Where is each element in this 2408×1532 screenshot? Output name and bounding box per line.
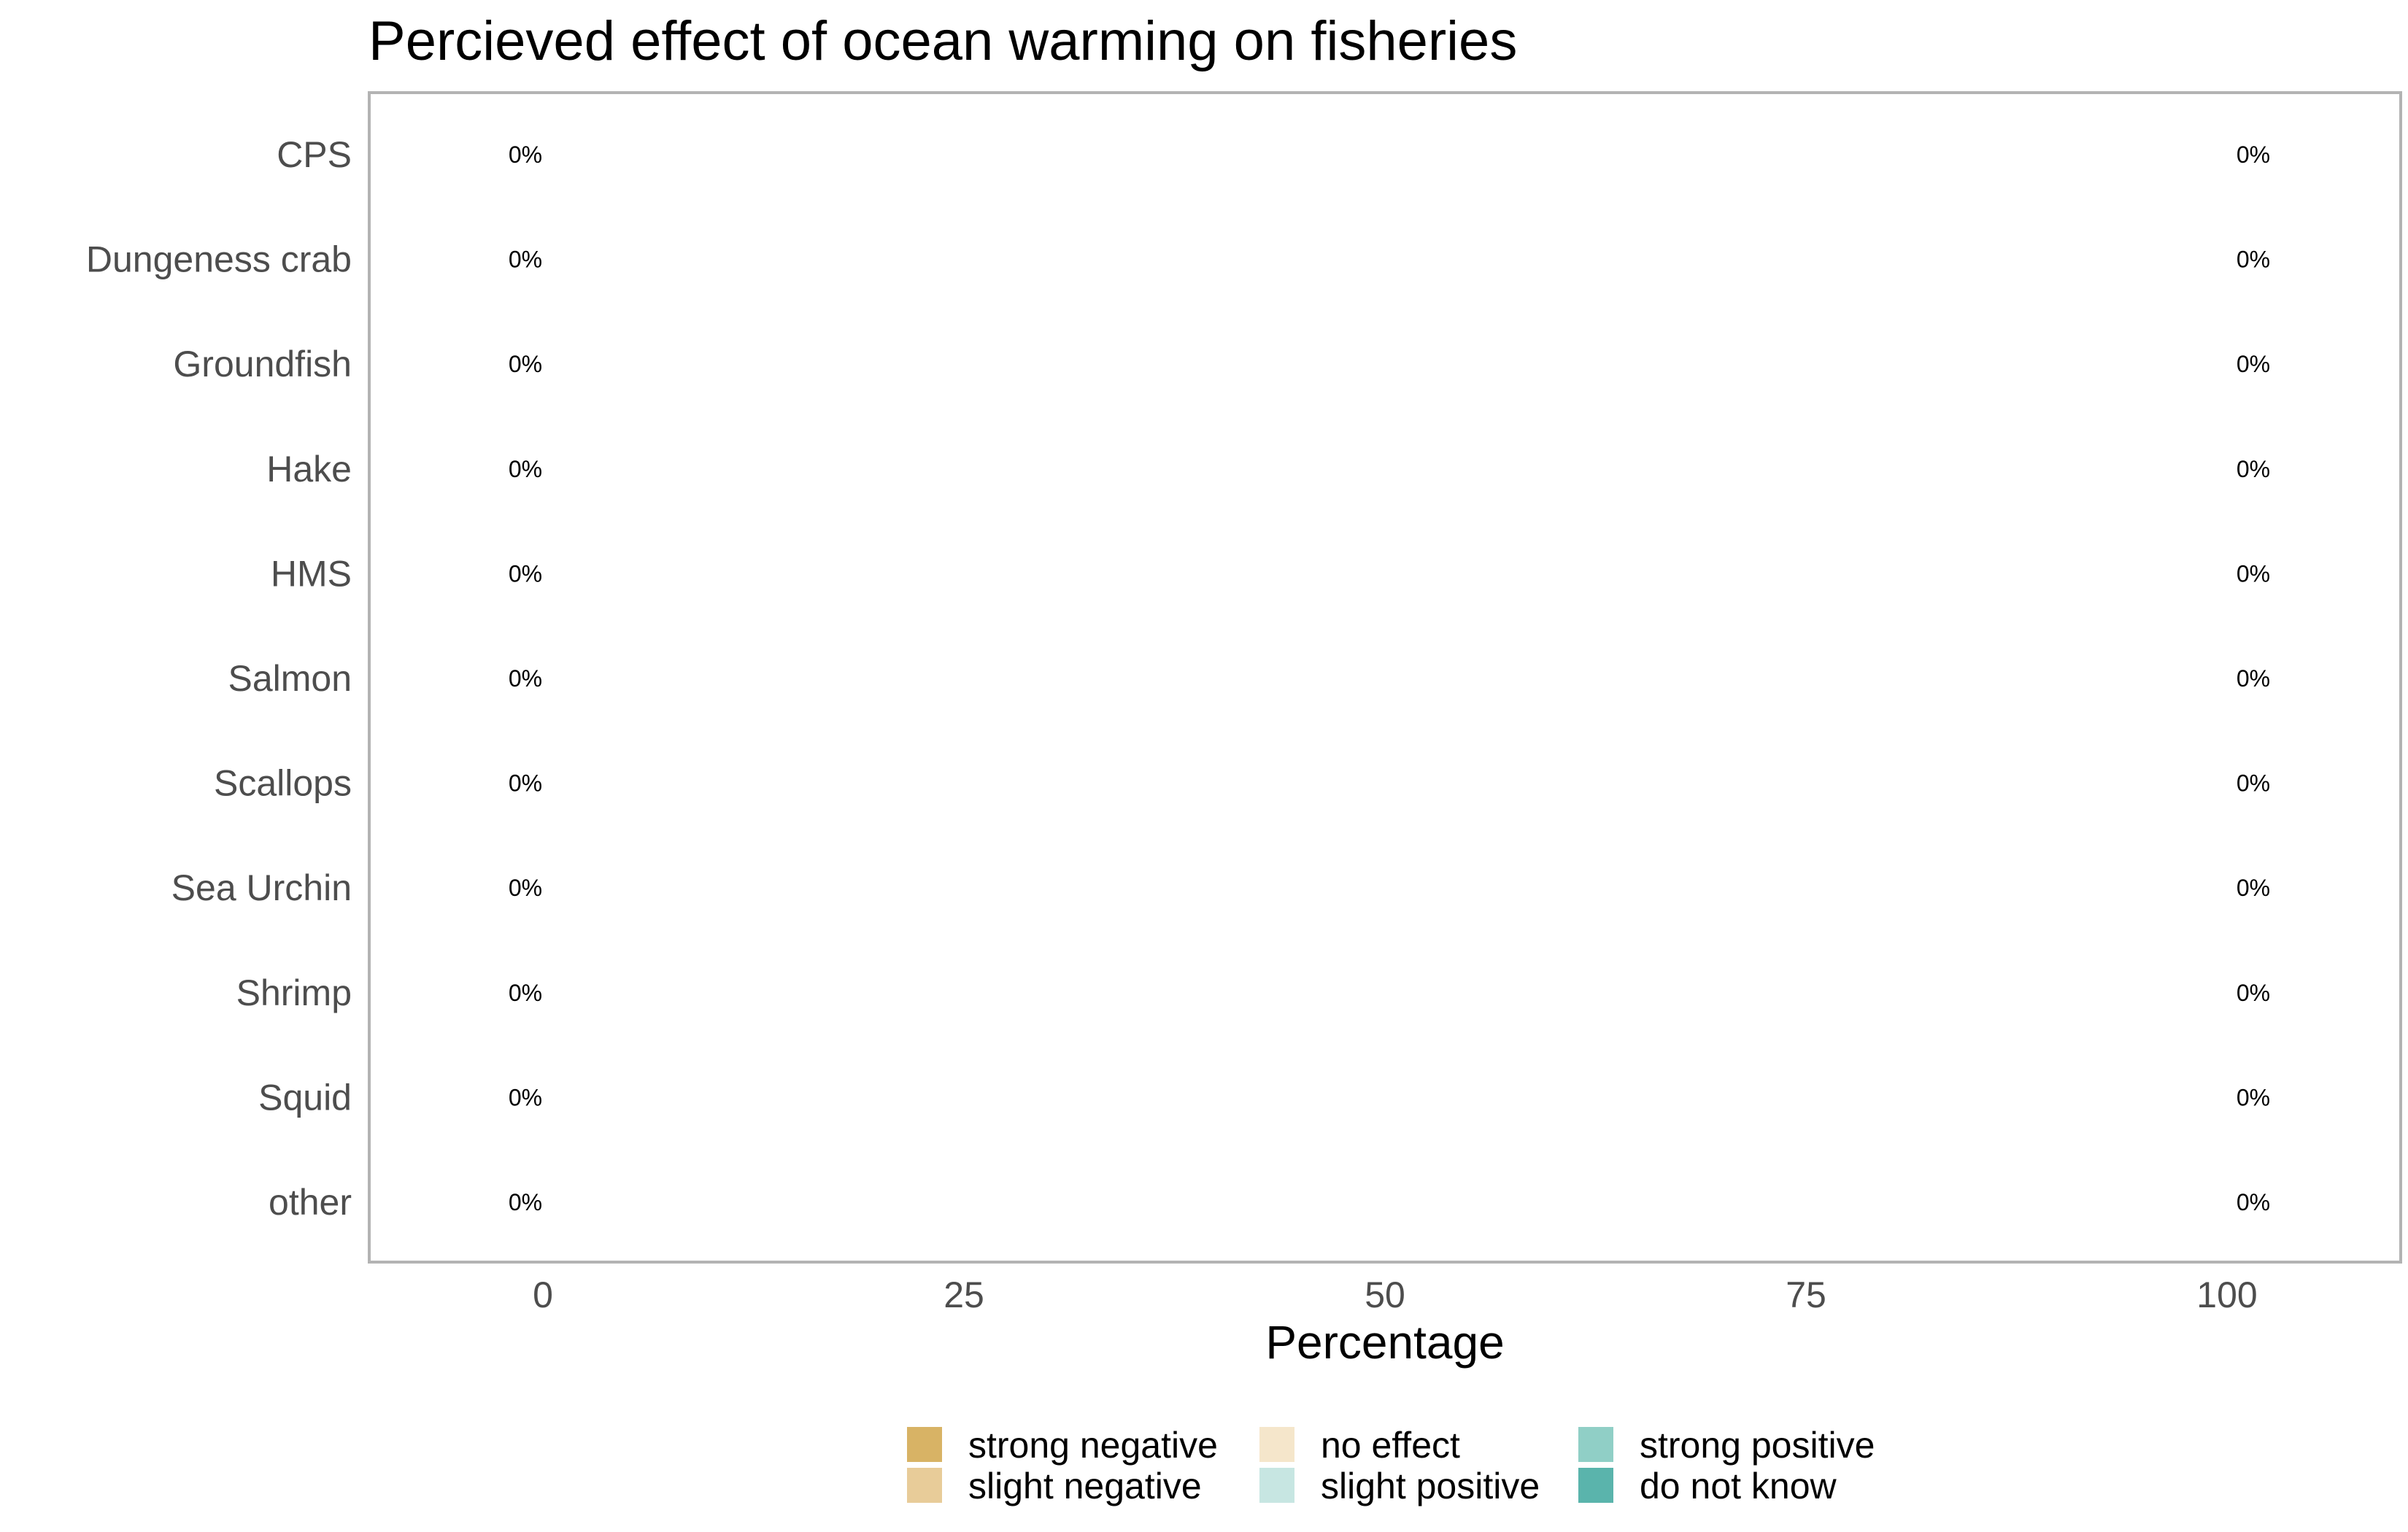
legend-label: no effect bbox=[1321, 1425, 1460, 1466]
category-label: Hake bbox=[266, 449, 352, 490]
data-label-positive: 0% bbox=[2237, 875, 2270, 901]
data-label-negative: 0% bbox=[509, 247, 542, 273]
data-label-negative: 0% bbox=[509, 875, 542, 901]
category-label: HMS bbox=[271, 553, 352, 594]
x-tick-label: 100 bbox=[2196, 1274, 2257, 1315]
legend-label: strong positive bbox=[1640, 1425, 1875, 1466]
legend-label: slight positive bbox=[1321, 1466, 1540, 1506]
x-tick-label: 25 bbox=[943, 1274, 984, 1315]
data-label-positive: 0% bbox=[2237, 247, 2270, 273]
category-label: CPS bbox=[277, 134, 352, 175]
category-label: Scallops bbox=[214, 763, 352, 804]
legend-swatch bbox=[1578, 1427, 1613, 1462]
data-label-positive: 0% bbox=[2237, 1189, 2270, 1215]
plot-panel-border bbox=[368, 91, 2402, 1264]
x-axis-tick-labels: 0 25 50 75 100 bbox=[533, 1274, 2258, 1315]
legend-swatch bbox=[907, 1427, 942, 1462]
category-label: Sea Urchin bbox=[171, 867, 352, 908]
category-labels: CPS Dungeness crab Groundfish Hake HMS Salmon… bbox=[86, 134, 352, 1223]
data-label-positive: 0% bbox=[2237, 351, 2270, 377]
x-tick-label: 50 bbox=[1365, 1274, 1405, 1315]
legend-label: strong negative bbox=[968, 1425, 1218, 1466]
x-tick-label: 75 bbox=[1786, 1274, 1826, 1315]
data-label-positive: 0% bbox=[2237, 980, 2270, 1006]
chart-title: Percieved effect of ocean warming on fis… bbox=[368, 10, 1517, 72]
data-label-negative: 0% bbox=[509, 560, 542, 587]
data-labels: 0% 0% 0% 0% 0% 0% 0% 0% 0% 0% 0% 0% 0% 0% 0% 0% 0% 0% 0% 0%… bbox=[509, 142, 2270, 1215]
x-tick-label: 0 bbox=[533, 1274, 553, 1315]
category-label: Groundfish bbox=[173, 344, 352, 384]
data-label-positive: 0% bbox=[2237, 456, 2270, 482]
category-label: Squid bbox=[258, 1077, 352, 1118]
data-label-positive: 0% bbox=[2237, 665, 2270, 692]
data-label-positive: 0% bbox=[2237, 1084, 2270, 1110]
category-label: Shrimp bbox=[236, 972, 352, 1013]
data-label-negative: 0% bbox=[509, 142, 542, 168]
data-label-positive: 0% bbox=[2237, 770, 2270, 797]
data-label-positive: 0% bbox=[2237, 560, 2270, 587]
data-label-negative: 0% bbox=[509, 1189, 542, 1215]
legend-swatch bbox=[1259, 1427, 1294, 1462]
x-axis-label: Percentage bbox=[1265, 1316, 1504, 1369]
data-label-negative: 0% bbox=[509, 665, 542, 692]
category-label: Salmon bbox=[228, 658, 352, 699]
category-label: other bbox=[269, 1182, 352, 1223]
data-label-positive: 0% bbox=[2237, 142, 2270, 168]
data-label-negative: 0% bbox=[509, 456, 542, 482]
data-label-negative: 0% bbox=[509, 770, 542, 797]
legend-swatch bbox=[1578, 1468, 1613, 1503]
legend-label: do not know bbox=[1640, 1466, 1837, 1506]
data-label-negative: 0% bbox=[509, 351, 542, 377]
data-label-negative: 0% bbox=[509, 1084, 542, 1110]
category-label: Dungeness crab bbox=[86, 239, 352, 280]
legend-swatch bbox=[1259, 1468, 1294, 1503]
legend-swatch bbox=[907, 1468, 942, 1503]
data-label-negative: 0% bbox=[509, 980, 542, 1006]
legend-label: slight negative bbox=[968, 1466, 1202, 1506]
